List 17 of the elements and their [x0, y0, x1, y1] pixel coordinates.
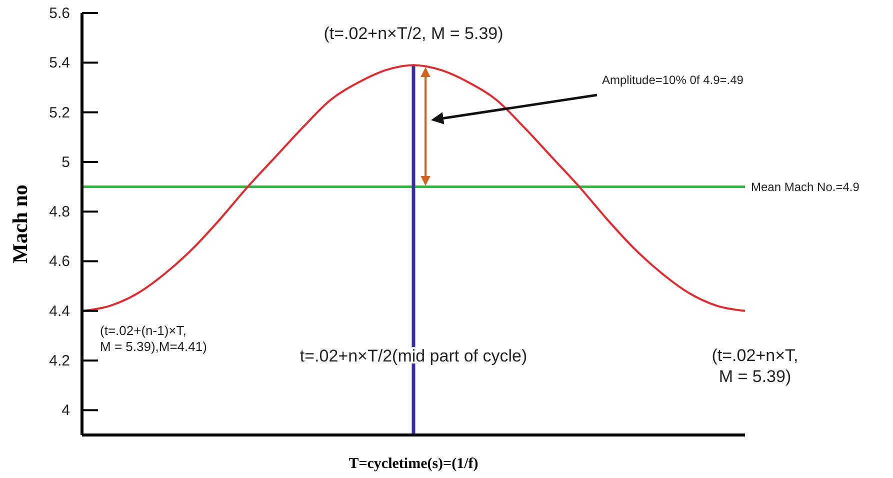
y-tick-label: 4.8 — [49, 204, 70, 221]
y-tick-label: 4.2 — [49, 352, 70, 370]
y-tick-label: 4.4 — [49, 302, 70, 320]
y-axis-title: Mach no — [8, 184, 32, 264]
y-tick-label: 4.6 — [49, 253, 70, 270]
annotation: (t=.02+(n-1)×T, M = 5.39),M=4.41) — [100, 322, 207, 354]
y-tick-label: 5.4 — [49, 54, 70, 72]
y-tick-label: 5.6 — [49, 5, 70, 22]
y-tick-label: 5 — [62, 154, 70, 171]
annotation: (t=.02+n×T/2, M = 5.39) — [324, 24, 504, 44]
annotation: (t=.02+n×T, M = 5.39) — [712, 346, 798, 386]
line-series — [81, 64, 746, 312]
x-axis-title: T=cycletime(s)=(1/f) — [348, 456, 478, 472]
y-tick-label: 5.2 — [49, 104, 70, 122]
ref-line-label: Mean Mach No.=4.9 — [751, 180, 860, 194]
annotation: Amplitude=10% 0f 4.9=.49 — [602, 73, 744, 87]
y-tick-label: 4 — [62, 402, 70, 420]
